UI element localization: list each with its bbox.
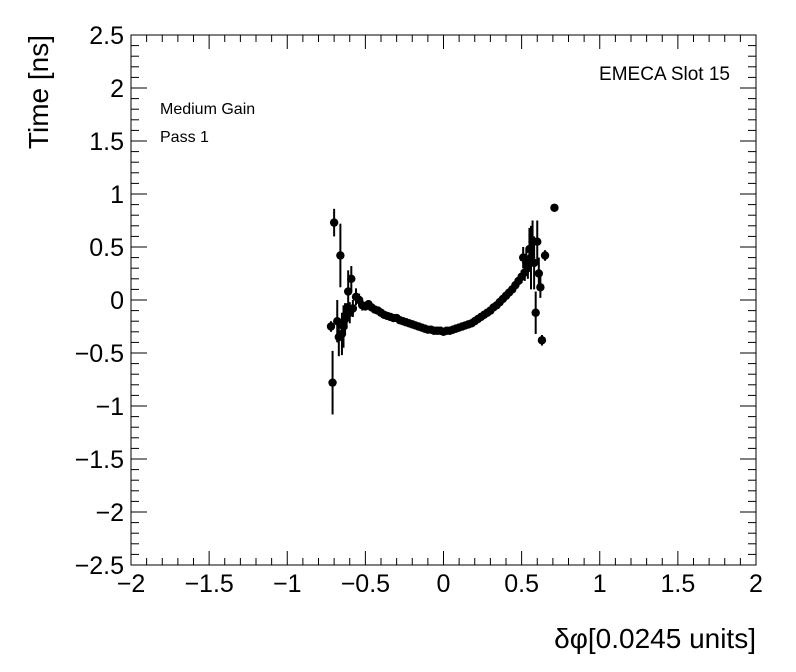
data-point <box>326 321 336 332</box>
data-point <box>347 266 356 292</box>
y-tick-label: 1.5 <box>89 128 124 156</box>
y-tick-label: −2.5 <box>75 552 124 580</box>
point-marker <box>329 218 339 227</box>
point-marker <box>533 237 542 246</box>
data-point <box>328 350 337 415</box>
point-marker <box>540 251 550 260</box>
point-marker <box>326 322 336 331</box>
data-point <box>329 208 339 237</box>
x-axis-tick-labels: −2 −1.5 −1 −0.5 0 0.5 1 1.5 2 <box>117 570 763 598</box>
y-axis-title: Time [ns] <box>23 35 54 149</box>
point-marker <box>529 258 539 268</box>
y-tick-label: 0 <box>110 287 124 315</box>
point-marker <box>550 203 559 212</box>
data-point <box>336 223 345 288</box>
y-tick-label: 1 <box>110 181 124 209</box>
x-tick-label: −1 <box>273 570 302 598</box>
annotation-gain: Medium Gain <box>160 101 255 118</box>
annotation-pass: Pass 1 <box>160 129 209 146</box>
y-tick-label: 2.5 <box>89 22 124 50</box>
y-tick-label: 0.5 <box>89 234 124 262</box>
point-marker <box>347 274 356 283</box>
x-tick-label: 0.5 <box>504 570 539 598</box>
point-marker <box>348 304 358 313</box>
point-marker <box>336 251 345 260</box>
y-tick-label: −1.5 <box>75 446 124 474</box>
point-marker <box>537 336 547 345</box>
x-tick-label: 1 <box>593 570 607 598</box>
point-marker <box>343 287 353 296</box>
x-axis-title: δφ[0.0245 units] <box>554 623 756 654</box>
data-point <box>550 203 559 212</box>
data-points <box>326 203 559 415</box>
x-tick-label: 0 <box>437 570 451 598</box>
y-axis-tick-labels: 2.5 2 1.5 1 0.5 0 −0.5 −1 −1.5 −2 −2.5 <box>75 22 124 580</box>
x-tick-label: −0.5 <box>341 570 390 598</box>
x-tick-label: 1.5 <box>660 570 695 598</box>
y-tick-label: −0.5 <box>75 340 124 368</box>
data-point <box>531 291 540 334</box>
data-point <box>536 276 545 298</box>
y-tick-label: 2 <box>110 75 124 103</box>
x-axis-ticks <box>130 35 757 565</box>
y-tick-label: −2 <box>95 499 124 527</box>
point-marker <box>536 283 545 292</box>
y-axis-ticks <box>131 34 756 566</box>
point-marker <box>534 269 544 278</box>
annotation-slot: EMECA Slot 15 <box>599 64 730 85</box>
data-point <box>348 300 358 317</box>
x-tick-label: −1.5 <box>184 570 233 598</box>
data-point <box>533 220 542 263</box>
point-marker <box>531 308 540 317</box>
point-marker <box>328 378 337 387</box>
data-point <box>529 236 539 290</box>
x-tick-label: −2 <box>117 570 146 598</box>
data-point <box>537 334 547 346</box>
y-tick-label: −1 <box>95 393 124 421</box>
x-tick-label: 2 <box>749 570 763 598</box>
data-point <box>540 250 550 261</box>
